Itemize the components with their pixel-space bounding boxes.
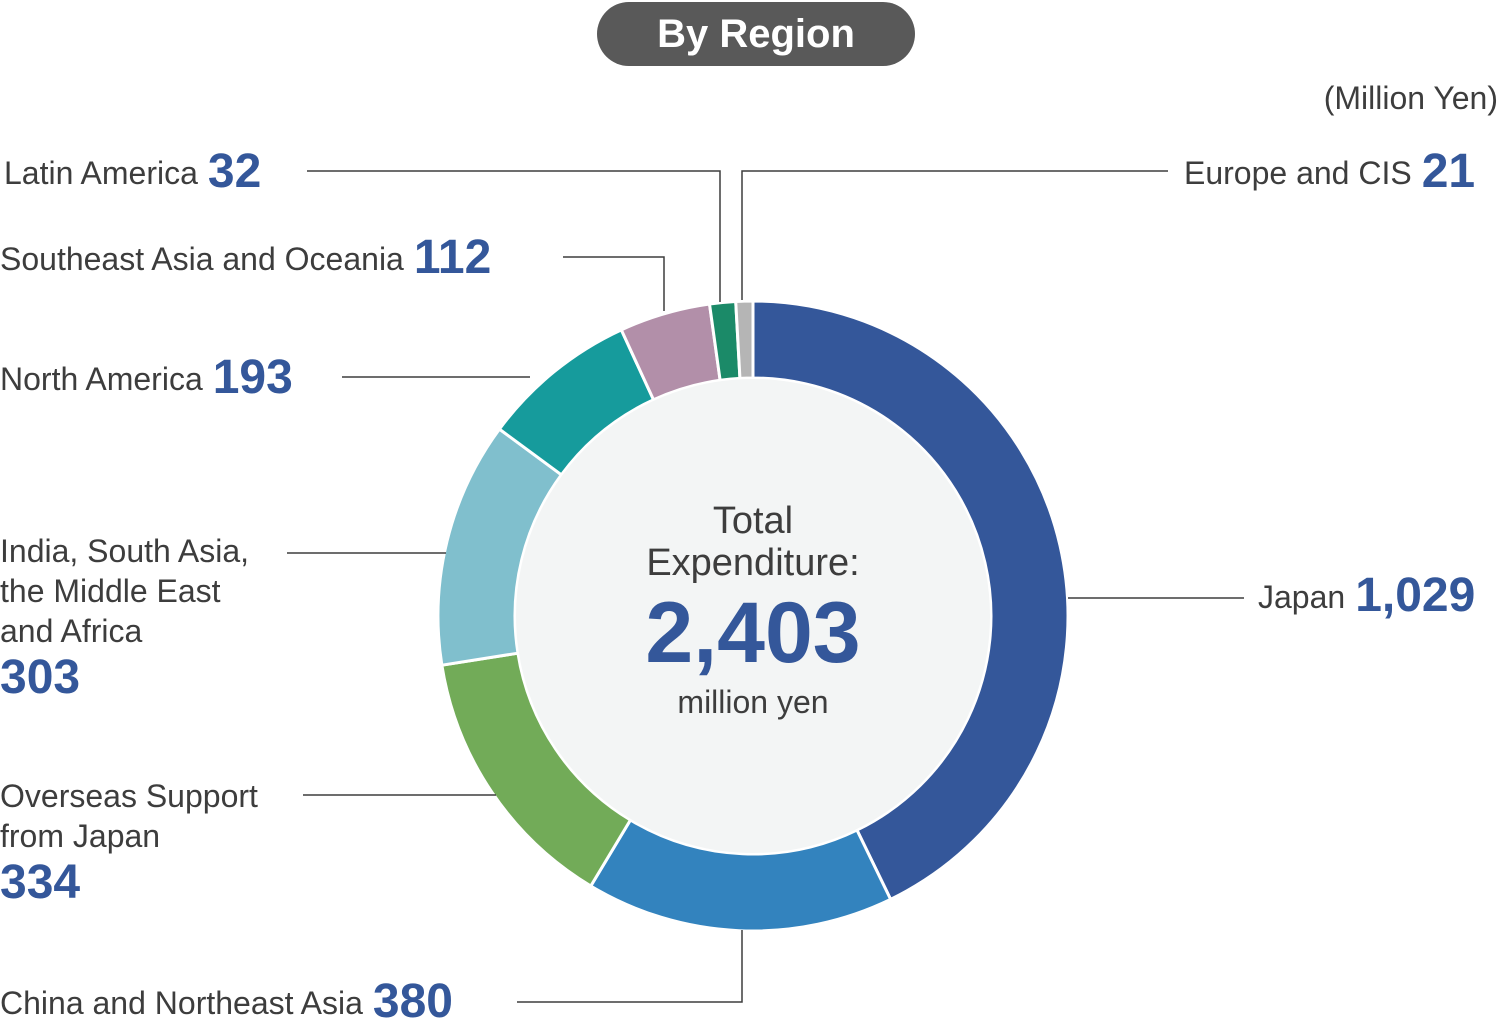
- label-china: China and Northeast Asia 380: [0, 978, 453, 1026]
- slice-europe-and-cis: [734, 299, 755, 380]
- label-latin-america: Latin America 32: [4, 148, 261, 196]
- label-line: the Middle East: [0, 573, 221, 609]
- label-value: 380: [372, 975, 453, 1028]
- label-line: from Japan: [0, 818, 161, 854]
- center-label-line2: Expenditure:: [646, 542, 860, 584]
- label-value: 334: [0, 856, 81, 909]
- label-line: Overseas Support: [0, 778, 258, 814]
- label-name: Europe and CIS: [1184, 155, 1412, 191]
- leader-lines: [287, 170, 1244, 1003]
- leader-china: [517, 930, 743, 1003]
- label-north-america: North America 193: [0, 354, 293, 402]
- label-value: 32: [207, 145, 262, 198]
- label-line: India, South Asia,: [0, 533, 250, 569]
- leader-latin-america: [307, 170, 721, 302]
- center-disc: [516, 379, 990, 853]
- center-label-line1: Total: [712, 500, 794, 542]
- leader-europe: [741, 170, 1168, 300]
- label-value: 21: [1421, 145, 1476, 198]
- label-value: 112: [413, 231, 492, 284]
- label-overseas: Overseas Support from Japan 334: [0, 776, 300, 910]
- label-india: India, South Asia, the Middle East and A…: [0, 531, 290, 705]
- label-line: and Africa: [0, 613, 143, 649]
- label-value: 303: [0, 651, 81, 704]
- label-name: Southeast Asia and Oceania: [0, 241, 404, 277]
- slice-japan: [751, 299, 1070, 902]
- label-japan: Japan 1,029: [1258, 572, 1475, 620]
- label-europe: Europe and CIS 21: [1184, 148, 1475, 196]
- unit-label: (Million Yen): [1323, 80, 1498, 116]
- label-southeast-asia: Southeast Asia and Oceania 112: [0, 234, 491, 282]
- label-name: North America: [0, 361, 203, 397]
- label-name: China and Northeast Asia: [0, 985, 363, 1021]
- center-unit: million yen: [677, 684, 829, 720]
- leader-southeast-asia: [563, 256, 665, 311]
- label-value: 1,029: [1355, 569, 1476, 622]
- label-name: Japan: [1258, 579, 1346, 615]
- label-name: Latin America: [4, 155, 198, 191]
- center-total: 2,403: [645, 585, 861, 681]
- center-text: Total Expenditure: 2,403 million yen: [553, 500, 953, 722]
- region-title-badge: By Region: [597, 2, 915, 66]
- label-value: 193: [212, 351, 293, 404]
